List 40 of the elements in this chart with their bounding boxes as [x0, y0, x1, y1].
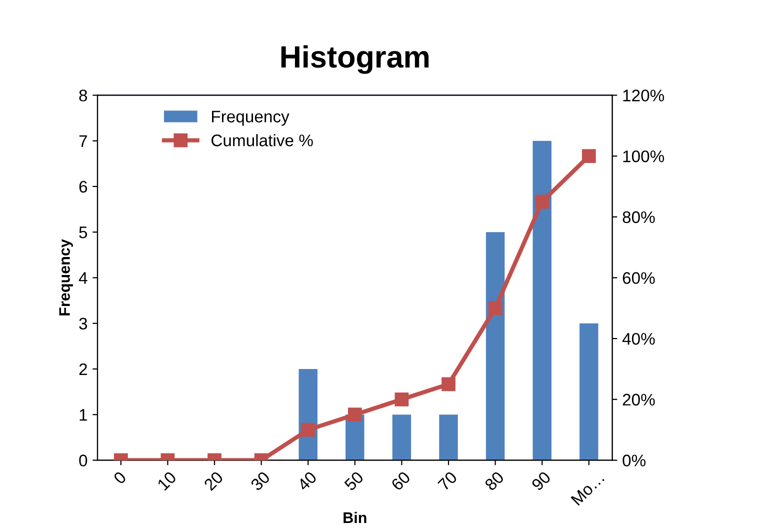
bar	[532, 140, 552, 460]
x-tick-label: 50	[344, 470, 364, 492]
y2-tick-label: 40%	[622, 332, 655, 345]
chart-title: Histogram	[281, 45, 429, 74]
x-tick-label: 20	[203, 470, 224, 492]
y-tick-label: 5	[79, 226, 88, 238]
x-tick-label: Mo…	[570, 472, 605, 506]
y-tick-label: 4	[78, 272, 88, 284]
y-tick-label: 0	[79, 454, 88, 466]
y-tick-label: 2	[79, 363, 87, 376]
x-tick-label: 80	[484, 470, 505, 492]
legend-label: Cumulative %	[211, 134, 313, 146]
y2-tick-label: 80%	[622, 211, 655, 224]
y-tick-label: 1	[80, 409, 87, 421]
bar	[392, 414, 412, 460]
y-tick-label: 6	[79, 180, 88, 193]
legend-label: Frequency	[212, 110, 290, 126]
x-tick-label: 60	[390, 470, 411, 492]
bar	[580, 323, 598, 460]
x-tick-label: 0	[112, 470, 127, 485]
y2-tick-label: 120%	[623, 90, 664, 102]
y-tick-label: 7	[79, 135, 87, 147]
point	[535, 194, 550, 209]
y-axis-title: Frequency	[59, 239, 73, 316]
x-tick-label: 70	[437, 470, 458, 492]
point	[582, 149, 596, 163]
point	[488, 301, 502, 316]
x-axis-title: Bin	[344, 512, 366, 523]
y2-tick-label: 20%	[622, 394, 655, 406]
y-tick-label: 3	[79, 318, 88, 330]
x-tick-label: 90	[530, 470, 552, 492]
x-tick-label: 10	[156, 470, 177, 491]
bar	[439, 414, 458, 460]
bar	[486, 232, 505, 460]
y-tick-label: 8	[79, 90, 88, 102]
x-tick-label: 30	[250, 470, 271, 492]
y2-tick-label: 0%	[622, 454, 646, 466]
y2-tick-label: 100%	[623, 150, 664, 162]
y2-tick-label: 60%	[622, 272, 655, 284]
x-tick-label: 40	[296, 470, 318, 492]
